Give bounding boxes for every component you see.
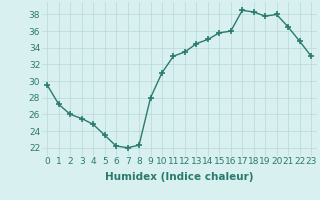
X-axis label: Humidex (Indice chaleur): Humidex (Indice chaleur) [105,172,253,182]
